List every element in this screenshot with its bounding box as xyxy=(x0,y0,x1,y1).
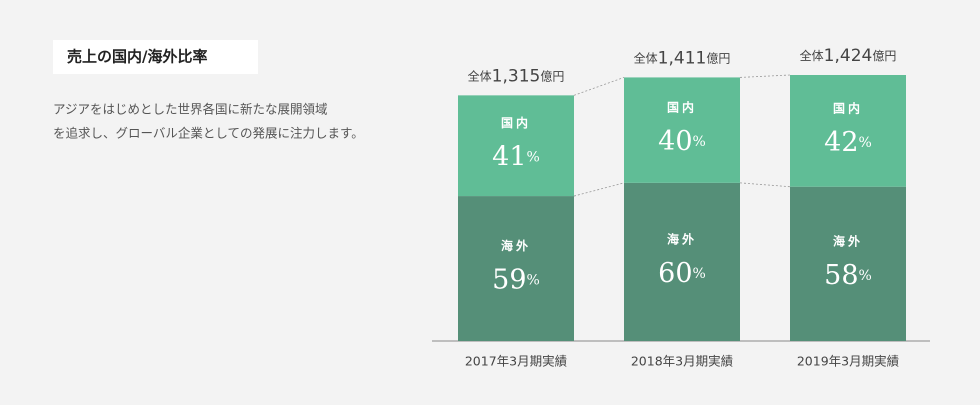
bar-segment xyxy=(790,186,906,341)
title-box xyxy=(53,40,258,74)
bar-segment xyxy=(458,196,574,341)
total-label: 全体1,315億円 xyxy=(468,66,565,86)
connector xyxy=(573,77,625,96)
x-tick-label: 2019年3月期実績 xyxy=(797,354,899,369)
bar-segment xyxy=(624,77,740,183)
value-label: 58% xyxy=(824,259,872,290)
value-label: 60% xyxy=(658,257,706,288)
value-label: 59% xyxy=(492,264,540,295)
description: アジアをはじめとした世界各国に新たな展開領域 xyxy=(53,102,328,117)
connector xyxy=(573,182,625,197)
value-label: 41% xyxy=(492,141,540,172)
segment-name: 海外 xyxy=(501,238,531,253)
segment-name: 海外 xyxy=(667,231,697,246)
description: を追求し、グローバル企業としての発展に注力します。 xyxy=(53,126,364,141)
segment-name: 国内 xyxy=(833,100,863,115)
segment-name: 国内 xyxy=(667,100,697,115)
title: 売上の国内/海外比率 xyxy=(67,48,207,66)
x-tick-label: 2018年3月期実績 xyxy=(631,354,733,369)
total-label: 全体1,424億円 xyxy=(800,46,897,66)
connector xyxy=(739,182,791,188)
total-label: 全体1,411億円 xyxy=(634,48,731,68)
value-label: 42% xyxy=(824,126,872,157)
connector xyxy=(739,74,791,78)
value-label: 40% xyxy=(658,126,706,157)
bar-segment xyxy=(458,95,574,197)
segment-name: 国内 xyxy=(501,115,531,130)
x-tick-label: 2017年3月期実績 xyxy=(465,354,567,369)
bar-segment xyxy=(790,75,906,187)
bar-segment xyxy=(624,182,740,341)
segment-name: 海外 xyxy=(833,233,863,248)
